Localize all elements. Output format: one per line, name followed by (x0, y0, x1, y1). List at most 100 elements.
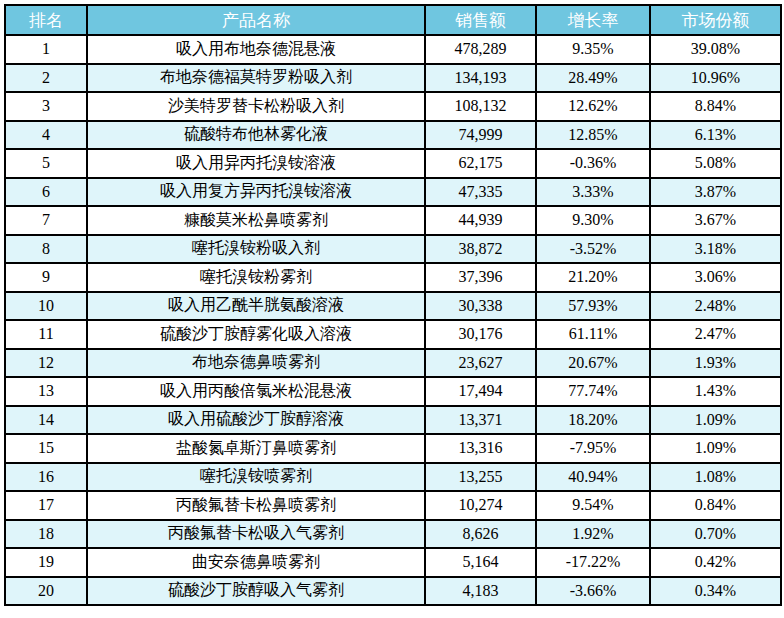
table-row: 18丙酸氟替卡松吸入气雾剂8,6261.92%0.70% (5, 520, 781, 549)
cell-growth: 77.74% (536, 377, 650, 406)
col-header-share: 市场份额 (650, 5, 781, 35)
table-row: 10吸入用乙酰半胱氨酸溶液30,33857.93%2.48% (5, 292, 781, 321)
table-row: 12布地奈德鼻喷雾剂23,62720.67%1.93% (5, 349, 781, 378)
cell-sales: 30,338 (425, 292, 536, 321)
cell-sales: 5,164 (425, 548, 536, 577)
cell-share: 2.48% (650, 292, 781, 321)
table-row: 5吸入用异丙托溴铵溶液62,175-0.36%5.08% (5, 149, 781, 178)
cell-rank: 10 (5, 292, 87, 321)
cell-share: 1.09% (650, 434, 781, 463)
cell-sales: 4,183 (425, 577, 536, 606)
cell-name: 丙酸氟替卡松吸入气雾剂 (87, 520, 425, 549)
table-row: 16噻托溴铵喷雾剂13,25540.94%1.08% (5, 463, 781, 492)
cell-rank: 20 (5, 577, 87, 606)
cell-growth: 3.33% (536, 178, 650, 207)
cell-sales: 17,494 (425, 377, 536, 406)
cell-share: 6.13% (650, 121, 781, 150)
cell-rank: 4 (5, 121, 87, 150)
cell-share: 10.96% (650, 64, 781, 93)
cell-rank: 2 (5, 64, 87, 93)
col-header-sales: 销售额 (425, 5, 536, 35)
cell-share: 8.84% (650, 92, 781, 121)
cell-name: 糠酸莫米松鼻喷雾剂 (87, 206, 425, 235)
cell-sales: 478,289 (425, 35, 536, 64)
cell-sales: 30,176 (425, 320, 536, 349)
cell-name: 盐酸氮卓斯汀鼻喷雾剂 (87, 434, 425, 463)
cell-growth: -3.52% (536, 235, 650, 264)
table-row: 8噻托溴铵粉吸入剂38,872-3.52%3.18% (5, 235, 781, 264)
cell-share: 0.84% (650, 491, 781, 520)
cell-growth: 21.20% (536, 263, 650, 292)
cell-name: 布地奈德鼻喷雾剂 (87, 349, 425, 378)
cell-name: 丙酸氟替卡松鼻喷雾剂 (87, 491, 425, 520)
cell-growth: 9.35% (536, 35, 650, 64)
cell-sales: 13,371 (425, 406, 536, 435)
cell-share: 3.67% (650, 206, 781, 235)
col-header-rank: 排名 (5, 5, 87, 35)
table-row: 2布地奈德福莫特罗粉吸入剂134,19328.49%10.96% (5, 64, 781, 93)
cell-rank: 9 (5, 263, 87, 292)
header-row: 排名 产品名称 销售额 增长率 市场份额 (5, 5, 781, 35)
table-row: 17丙酸氟替卡松鼻喷雾剂10,2749.54%0.84% (5, 491, 781, 520)
cell-name: 吸入用乙酰半胱氨酸溶液 (87, 292, 425, 321)
cell-growth: 18.20% (536, 406, 650, 435)
product-sales-table: 排名 产品名称 销售额 增长率 市场份额 1吸入用布地奈德混悬液478,2899… (4, 4, 782, 606)
cell-share: 3.18% (650, 235, 781, 264)
cell-growth: 28.49% (536, 64, 650, 93)
cell-sales: 23,627 (425, 349, 536, 378)
cell-growth: -3.66% (536, 577, 650, 606)
cell-growth: 61.11% (536, 320, 650, 349)
cell-sales: 108,132 (425, 92, 536, 121)
cell-share: 39.08% (650, 35, 781, 64)
cell-share: 0.42% (650, 548, 781, 577)
table-row: 15盐酸氮卓斯汀鼻喷雾剂13,316-7.95%1.09% (5, 434, 781, 463)
cell-sales: 10,274 (425, 491, 536, 520)
table-row: 4硫酸特布他林雾化液74,99912.85%6.13% (5, 121, 781, 150)
cell-name: 沙美特罗替卡松粉吸入剂 (87, 92, 425, 121)
cell-growth: 20.67% (536, 349, 650, 378)
cell-sales: 37,396 (425, 263, 536, 292)
cell-growth: -0.36% (536, 149, 650, 178)
cell-share: 2.47% (650, 320, 781, 349)
cell-share: 3.06% (650, 263, 781, 292)
cell-name: 硫酸沙丁胺醇雾化吸入溶液 (87, 320, 425, 349)
cell-sales: 44,939 (425, 206, 536, 235)
col-header-name: 产品名称 (87, 5, 425, 35)
cell-name: 吸入用异丙托溴铵溶液 (87, 149, 425, 178)
cell-rank: 11 (5, 320, 87, 349)
cell-rank: 12 (5, 349, 87, 378)
table-row: 6吸入用复方异丙托溴铵溶液47,3353.33%3.87% (5, 178, 781, 207)
cell-rank: 3 (5, 92, 87, 121)
cell-rank: 8 (5, 235, 87, 264)
cell-rank: 17 (5, 491, 87, 520)
col-header-growth: 增长率 (536, 5, 650, 35)
cell-rank: 6 (5, 178, 87, 207)
cell-name: 吸入用丙酸倍氯米松混悬液 (87, 377, 425, 406)
cell-sales: 38,872 (425, 235, 536, 264)
cell-rank: 16 (5, 463, 87, 492)
cell-rank: 18 (5, 520, 87, 549)
cell-growth: -7.95% (536, 434, 650, 463)
cell-name: 布地奈德福莫特罗粉吸入剂 (87, 64, 425, 93)
cell-name: 噻托溴铵粉雾剂 (87, 263, 425, 292)
table-row: 9噻托溴铵粉雾剂37,39621.20%3.06% (5, 263, 781, 292)
cell-name: 噻托溴铵喷雾剂 (87, 463, 425, 492)
cell-growth: 1.92% (536, 520, 650, 549)
table-row: 1吸入用布地奈德混悬液478,2899.35%39.08% (5, 35, 781, 64)
cell-share: 1.93% (650, 349, 781, 378)
cell-sales: 74,999 (425, 121, 536, 150)
cell-share: 3.87% (650, 178, 781, 207)
cell-sales: 8,626 (425, 520, 536, 549)
table-row: 3沙美特罗替卡松粉吸入剂108,13212.62%8.84% (5, 92, 781, 121)
cell-rank: 5 (5, 149, 87, 178)
cell-share: 1.09% (650, 406, 781, 435)
cell-rank: 15 (5, 434, 87, 463)
cell-growth: 9.30% (536, 206, 650, 235)
cell-share: 0.70% (650, 520, 781, 549)
cell-rank: 19 (5, 548, 87, 577)
cell-name: 吸入用布地奈德混悬液 (87, 35, 425, 64)
cell-sales: 13,255 (425, 463, 536, 492)
cell-name: 曲安奈德鼻喷雾剂 (87, 548, 425, 577)
cell-rank: 7 (5, 206, 87, 235)
cell-name: 硫酸特布他林雾化液 (87, 121, 425, 150)
